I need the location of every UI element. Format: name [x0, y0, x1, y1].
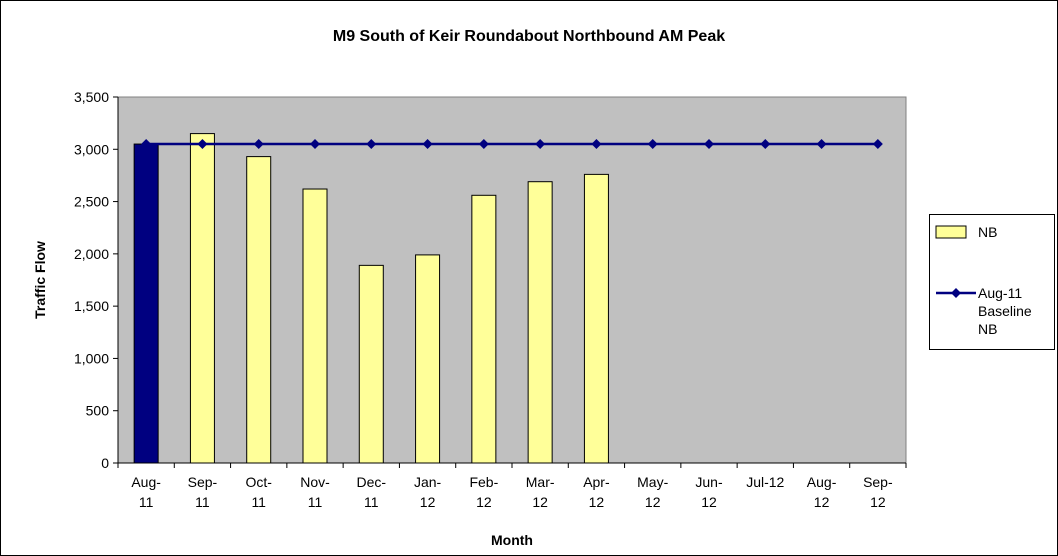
x-tick-label: Jul-12 — [746, 474, 784, 490]
x-tick-label: Dec-11 — [357, 474, 387, 510]
y-axis-title: Traffic Flow — [32, 241, 48, 319]
bar — [471, 194, 497, 464]
chart-title: M9 South of Keir Roundabout Northbound A… — [333, 28, 725, 45]
plot-area — [117, 96, 907, 464]
y-tick-label: 0 — [101, 455, 109, 471]
x-tick-label: May-12 — [637, 474, 668, 510]
line-marker — [366, 139, 377, 150]
x-tick-label: Nov-11 — [300, 474, 330, 510]
legend-marker — [951, 288, 961, 298]
x-tick-label: Aug-12 — [807, 474, 837, 510]
line-marker — [253, 139, 264, 150]
line-marker — [647, 139, 658, 150]
x-tick-label: Jun-12 — [695, 474, 723, 510]
x-tick-label: Mar-12 — [526, 474, 555, 510]
legend-label: NB — [978, 224, 997, 240]
bar — [302, 188, 328, 464]
line-marker — [760, 139, 771, 150]
line-marker — [422, 139, 433, 150]
y-tick-label: 1,000 — [74, 350, 109, 366]
x-tick-label: Sep-11 — [188, 474, 218, 510]
legend-label: Aug-11 Baseline NB — [978, 285, 1032, 337]
bar — [189, 133, 215, 464]
bar — [415, 254, 441, 464]
x-tick-label: Apr-12 — [583, 474, 610, 510]
y-tick-label: 3,000 — [74, 141, 109, 157]
line-marker — [591, 139, 602, 150]
legend-swatch — [935, 225, 967, 239]
x-tick-label: Oct-11 — [245, 474, 272, 510]
bar — [527, 181, 553, 464]
line-marker — [197, 139, 208, 150]
line-marker — [816, 139, 827, 150]
x-tick-label: Jan-12 — [414, 474, 442, 510]
y-tick-label: 3,500 — [74, 89, 109, 105]
bar — [583, 173, 609, 464]
x-tick-label: Aug-11 — [131, 474, 161, 510]
y-tick-label: 500 — [86, 403, 110, 419]
line-marker — [141, 139, 152, 150]
line-marker — [535, 139, 546, 150]
x-tick-label: Sep-12 — [863, 474, 893, 510]
x-axis-title: Month — [491, 532, 533, 548]
line-marker — [310, 139, 320, 150]
y-tick-label: 2,500 — [74, 194, 109, 210]
line-marker — [704, 139, 714, 150]
line-marker — [478, 139, 489, 150]
bar — [358, 264, 384, 464]
y-tick-label: 1,500 — [74, 298, 109, 314]
line-marker — [872, 139, 883, 150]
y-tick-label: 2,000 — [74, 246, 109, 262]
x-tick-label: Feb-12 — [469, 474, 498, 510]
bar — [246, 156, 272, 464]
bar — [133, 143, 159, 464]
